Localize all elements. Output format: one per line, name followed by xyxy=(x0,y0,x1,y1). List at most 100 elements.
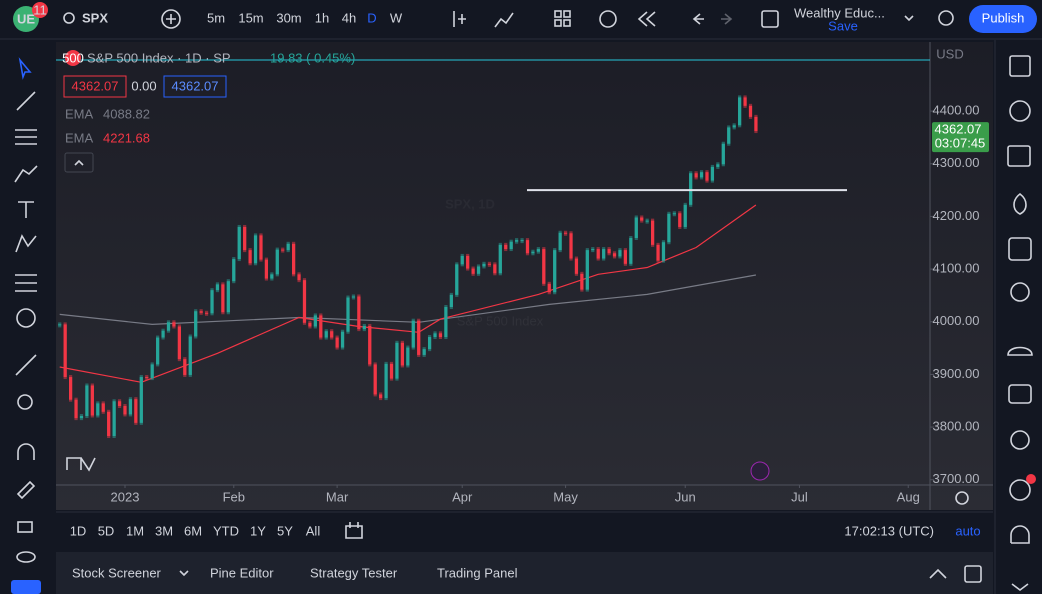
cursor-tool[interactable] xyxy=(18,57,32,80)
pattern-tool[interactable] xyxy=(15,234,37,253)
date-range-icon[interactable] xyxy=(345,522,363,539)
layout-name[interactable]: Wealthy Educ... xyxy=(794,5,885,20)
interval[interactable]: 15m xyxy=(238,10,263,25)
candle-body xyxy=(487,263,492,265)
range-button[interactable]: 5Y xyxy=(277,523,293,538)
text-tool[interactable] xyxy=(18,201,34,218)
auto-scale[interactable]: auto xyxy=(955,523,980,538)
panel-tab[interactable]: Pine Editor xyxy=(210,565,274,580)
logo-text: UE xyxy=(17,11,35,26)
y-tick-label: 4200.00 xyxy=(933,208,980,223)
interval[interactable]: 30m xyxy=(276,10,301,25)
magnet-tool[interactable] xyxy=(17,443,35,460)
search-icon[interactable] xyxy=(63,12,75,24)
alerts-icon[interactable] xyxy=(1009,100,1031,122)
y-tick-label: 4100.00 xyxy=(933,261,980,276)
buy-box[interactable] xyxy=(163,75,227,98)
candle-body xyxy=(270,274,274,279)
layout-icon[interactable] xyxy=(554,10,562,18)
candle-body xyxy=(123,406,127,415)
bell-icon[interactable] xyxy=(1010,525,1030,544)
range-button[interactable]: 1Y xyxy=(250,523,266,538)
forecast-tool[interactable] xyxy=(15,274,37,292)
brush-tool[interactable] xyxy=(14,165,38,183)
legend-ema-name: EMA xyxy=(65,130,94,145)
candle-body xyxy=(661,242,666,261)
collapse-legend[interactable] xyxy=(64,152,94,173)
calendar-icon[interactable] xyxy=(1008,237,1032,261)
candle-body xyxy=(204,312,209,314)
collapse-panel[interactable] xyxy=(929,568,947,579)
trend-line-tool[interactable] xyxy=(16,91,36,111)
replay-icon[interactable] xyxy=(637,11,656,27)
sell-box[interactable] xyxy=(63,75,127,98)
event-icon[interactable] xyxy=(750,461,770,481)
expand-icon[interactable] xyxy=(1011,583,1029,591)
undo-icon[interactable] xyxy=(692,13,704,25)
fullscreen-icon[interactable] xyxy=(761,10,779,28)
range-button[interactable]: All xyxy=(306,523,321,538)
panel-tab[interactable]: Strategy Tester xyxy=(310,565,398,580)
candle-body xyxy=(286,243,290,251)
candle-body xyxy=(411,320,415,348)
watchlist-icon[interactable] xyxy=(1009,55,1031,77)
indicators-icon[interactable] xyxy=(494,12,514,28)
candle-body xyxy=(346,297,350,332)
panel-tab[interactable]: Stock Screener xyxy=(72,565,162,580)
interval[interactable]: 4h xyxy=(342,10,356,25)
zoom-tool[interactable] xyxy=(17,394,33,410)
object-tree[interactable] xyxy=(11,580,41,594)
settings-icon[interactable] xyxy=(955,491,969,505)
streams-icon[interactable] xyxy=(1007,346,1033,356)
candle-body xyxy=(471,268,475,274)
candle-body xyxy=(455,264,459,295)
panel-tab[interactable]: Trading Panel xyxy=(437,565,518,580)
publish-button[interactable] xyxy=(969,5,1037,33)
interval[interactable]: 1h xyxy=(315,10,329,25)
candle-body xyxy=(281,249,285,251)
range-button[interactable]: 3M xyxy=(155,523,173,538)
range-button[interactable]: YTD xyxy=(213,523,239,538)
candle-body xyxy=(188,336,192,375)
interval[interactable]: W xyxy=(390,10,403,25)
candle-body xyxy=(166,322,171,331)
chats-icon[interactable] xyxy=(1008,384,1032,404)
candle-body xyxy=(183,359,187,375)
interval[interactable]: 5m xyxy=(207,10,225,25)
interval[interactable]: D xyxy=(367,10,376,25)
ideas-icon[interactable] xyxy=(1010,282,1030,302)
notifications-icon[interactable] xyxy=(1009,479,1031,501)
range-button[interactable]: 5D xyxy=(98,523,115,538)
lock-tool[interactable] xyxy=(17,521,33,533)
dropdown-icon[interactable] xyxy=(904,15,914,22)
candle-body xyxy=(194,311,198,337)
icon-tool[interactable] xyxy=(16,308,36,328)
chart-type-icon[interactable] xyxy=(453,11,466,27)
candle-body xyxy=(732,125,736,128)
candle-body xyxy=(716,164,720,167)
range-button[interactable]: 1D xyxy=(70,523,87,538)
symbol-logo xyxy=(65,50,81,66)
data-window-icon[interactable] xyxy=(1007,145,1031,167)
y-tick-label: 3800.00 xyxy=(933,419,980,434)
candle-body xyxy=(612,253,617,257)
candle-body xyxy=(438,333,443,338)
add-symbol[interactable] xyxy=(161,9,181,29)
candle-body xyxy=(259,235,263,260)
alert-icon[interactable] xyxy=(599,10,617,28)
help-icon[interactable] xyxy=(1010,430,1030,450)
legend-ema-value: 4088.82 xyxy=(103,106,150,121)
currency[interactable]: USD xyxy=(936,46,963,61)
quick-search-icon[interactable] xyxy=(938,10,954,26)
symbol[interactable]: SPX xyxy=(82,10,108,25)
lock-draw-tool[interactable] xyxy=(16,480,36,500)
hide-tool[interactable] xyxy=(16,551,36,563)
redo-icon[interactable] xyxy=(721,13,733,25)
range-button[interactable]: 1M xyxy=(126,523,144,538)
fib-tool[interactable] xyxy=(15,129,37,145)
measure-tool[interactable] xyxy=(15,354,37,376)
dropdown-icon[interactable] xyxy=(179,570,189,577)
range-button[interactable]: 6M xyxy=(184,523,202,538)
hotlist-icon[interactable] xyxy=(1013,192,1027,215)
maximize-panel[interactable] xyxy=(964,565,982,583)
